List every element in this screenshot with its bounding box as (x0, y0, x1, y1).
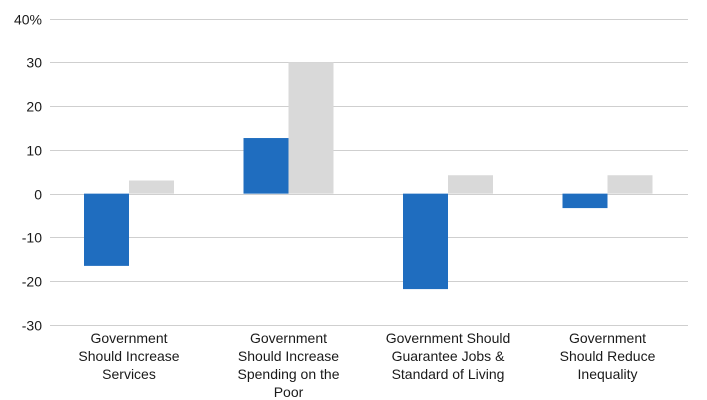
category-label-line: Government (569, 330, 646, 346)
category-label-line: Government (250, 330, 327, 346)
category-label-line: Guarantee Jobs & (392, 348, 506, 364)
bar-series-2-cat-4 (607, 175, 653, 194)
category-label: Government Should Increase Services (78, 330, 179, 382)
category-label-line: Services (102, 366, 156, 382)
bar-series-2-cat-1 (129, 180, 174, 194)
category-label-line: Government Should (386, 330, 511, 346)
y-tick-label: 30 (26, 55, 42, 71)
bar-series-1-cat-4 (562, 193, 608, 209)
category-label-line: Should Increase (238, 348, 339, 364)
category-label: Government Should Guarantee Jobs & Standar… (386, 330, 511, 382)
category-label-line: Inequality (578, 366, 638, 382)
y-tick-label: 40% (14, 12, 42, 28)
category-label-line: Should Reduce (560, 348, 656, 364)
category-label-line: Government (90, 330, 167, 346)
y-tick-label: -30 (22, 318, 42, 334)
gridlines (50, 19, 688, 326)
y-tick-label: -10 (22, 230, 42, 246)
bar-series-2-cat-2 (288, 62, 334, 194)
y-tick-label: 20 (26, 99, 42, 115)
bar-series-1-cat-1 (84, 193, 129, 266)
y-axis-tick-labels: 40% 30 20 10 0 -10 -20 -30 (14, 12, 42, 334)
y-tick-label: -20 (22, 274, 42, 290)
bar-series-2-cat-3 (448, 175, 493, 194)
category-label-line: Spending on the (238, 366, 340, 382)
category-label-line: Standard of Living (392, 366, 505, 382)
x-axis-category-labels: Government Should Increase ServicesGovernm… (78, 330, 655, 400)
y-tick-label: 0 (34, 187, 42, 203)
category-label-line: Poor (274, 384, 304, 400)
category-label: Government Should Increase Spending on the… (238, 330, 340, 400)
y-tick-label: 10 (26, 143, 42, 159)
bars (84, 62, 653, 290)
bar-series-1-cat-3 (403, 193, 448, 290)
bar-series-1-cat-2 (243, 138, 289, 194)
category-label-line: Should Increase (78, 348, 179, 364)
category-label: Government Should Reduce Inequality (560, 330, 656, 382)
